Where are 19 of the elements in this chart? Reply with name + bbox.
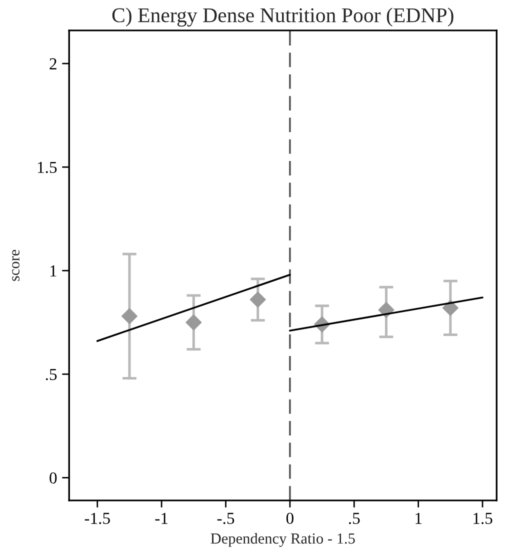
x-tick-label: -1 xyxy=(155,512,168,524)
point xyxy=(186,314,202,330)
point xyxy=(121,308,138,324)
point xyxy=(442,300,458,316)
y-tick-label: 1 xyxy=(50,265,56,276)
y-tick-label: 1.5 xyxy=(38,162,57,174)
y-tick-label: 2 xyxy=(50,58,56,70)
x-tick-label: 0 xyxy=(286,512,294,524)
chart-title: C) Energy Dense Nutrition Poor (EDNP) xyxy=(112,8,454,27)
x-tick-label: -.5 xyxy=(217,512,234,524)
y-tick-label: 0 xyxy=(50,472,57,484)
x-axis-title: Dependency Ratio - 1.5 xyxy=(210,532,355,547)
y-tick-label: .5 xyxy=(46,369,57,380)
x-tick-label: 1.5 xyxy=(474,512,492,524)
x-tick-label: .5 xyxy=(348,512,360,524)
point xyxy=(250,292,266,308)
x-tick-label: 1 xyxy=(416,512,422,524)
x-tick-label: -1.5 xyxy=(84,512,110,524)
y-axis-title: score xyxy=(12,250,20,281)
